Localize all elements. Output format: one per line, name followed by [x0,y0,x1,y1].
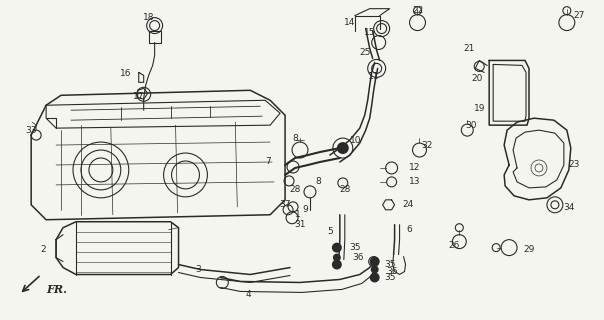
Text: 35: 35 [349,243,361,252]
Text: 1: 1 [295,210,301,219]
Text: 37: 37 [279,200,291,209]
Text: 8: 8 [292,133,298,143]
Text: FR.: FR. [46,284,67,295]
Text: 15: 15 [364,28,376,37]
Text: 27: 27 [573,11,585,20]
Circle shape [370,273,380,283]
Text: 34: 34 [563,203,574,212]
Text: 31: 31 [294,220,306,229]
Circle shape [371,266,379,274]
Text: 35: 35 [384,273,396,282]
Text: 9: 9 [302,205,308,214]
Text: 13: 13 [409,177,420,187]
Text: 11: 11 [368,72,379,81]
Text: 12: 12 [409,164,420,172]
Text: 2: 2 [40,245,46,254]
Text: 8: 8 [315,177,321,187]
Text: 3: 3 [196,265,201,274]
Text: 32: 32 [422,140,433,149]
Text: 10: 10 [350,136,362,145]
Text: 14: 14 [344,18,356,27]
Circle shape [332,243,342,252]
Text: 23: 23 [568,160,579,170]
Text: 36: 36 [386,267,397,276]
Text: 5: 5 [327,227,333,236]
Circle shape [337,142,349,154]
Text: 17: 17 [133,92,144,101]
Text: 33: 33 [25,126,37,135]
Text: 30: 30 [466,121,477,130]
Text: 28: 28 [339,185,350,194]
Text: 20: 20 [472,74,483,83]
Text: 19: 19 [474,104,485,113]
Text: 29: 29 [523,245,535,254]
Text: 22: 22 [412,6,423,15]
Text: 7: 7 [265,157,271,166]
Text: 4: 4 [245,290,251,299]
Text: 18: 18 [143,13,155,22]
Text: 28: 28 [289,185,301,194]
Text: 21: 21 [464,44,475,53]
Circle shape [333,253,341,261]
Circle shape [332,260,342,269]
Text: 25: 25 [359,48,370,57]
Circle shape [370,257,380,267]
Text: 36: 36 [352,253,364,262]
Text: 35: 35 [384,260,396,269]
Text: 24: 24 [402,200,413,209]
Text: 26: 26 [449,241,460,250]
Text: 16: 16 [120,69,132,78]
Text: 6: 6 [406,225,413,234]
